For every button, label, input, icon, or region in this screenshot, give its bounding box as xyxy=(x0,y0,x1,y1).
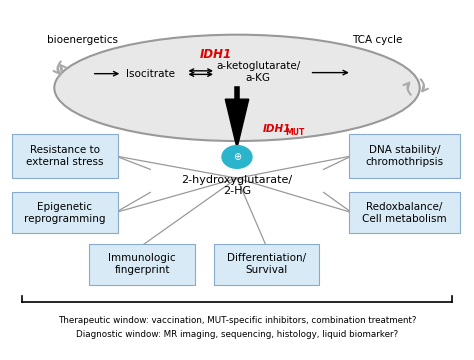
Text: Immunologic
fingerprint: Immunologic fingerprint xyxy=(109,253,176,275)
Text: Therapeutic window: vaccination, MUT-specific inhibitors, combination treatment?: Therapeutic window: vaccination, MUT-spe… xyxy=(58,315,416,324)
FancyBboxPatch shape xyxy=(12,134,118,178)
Text: Isocitrate: Isocitrate xyxy=(126,69,175,79)
Text: bioenergetics: bioenergetics xyxy=(47,35,118,45)
Text: DNA stability/
chromothripsis: DNA stability/ chromothripsis xyxy=(365,145,444,167)
Text: Redoxbalance/
Cell metabolism: Redoxbalance/ Cell metabolism xyxy=(362,202,447,224)
Text: a-ketoglutarate/
a-KG: a-ketoglutarate/ a-KG xyxy=(216,61,300,83)
Text: Differentiation/
Survival: Differentiation/ Survival xyxy=(227,253,306,275)
Ellipse shape xyxy=(55,35,419,141)
FancyBboxPatch shape xyxy=(12,192,118,233)
Text: IDH1: IDH1 xyxy=(200,48,232,61)
Text: ⊕: ⊕ xyxy=(233,152,241,162)
Text: Epigenetic
reprogramming: Epigenetic reprogramming xyxy=(24,202,106,224)
Circle shape xyxy=(222,145,252,168)
Text: 2-hydroxyglutarate/
2-HG: 2-hydroxyglutarate/ 2-HG xyxy=(182,175,292,196)
Text: Diagnostic window: MR imaging, sequencing, histology, liquid biomarker?: Diagnostic window: MR imaging, sequencin… xyxy=(76,330,398,339)
Text: TCA cycle: TCA cycle xyxy=(352,35,403,45)
FancyBboxPatch shape xyxy=(349,192,459,233)
FancyBboxPatch shape xyxy=(90,244,195,284)
Text: MUT: MUT xyxy=(285,128,305,137)
FancyBboxPatch shape xyxy=(349,134,459,178)
Text: Resistance to
external stress: Resistance to external stress xyxy=(26,145,104,167)
FancyBboxPatch shape xyxy=(214,244,319,284)
Polygon shape xyxy=(225,99,249,148)
Text: IDH1: IDH1 xyxy=(263,123,291,134)
